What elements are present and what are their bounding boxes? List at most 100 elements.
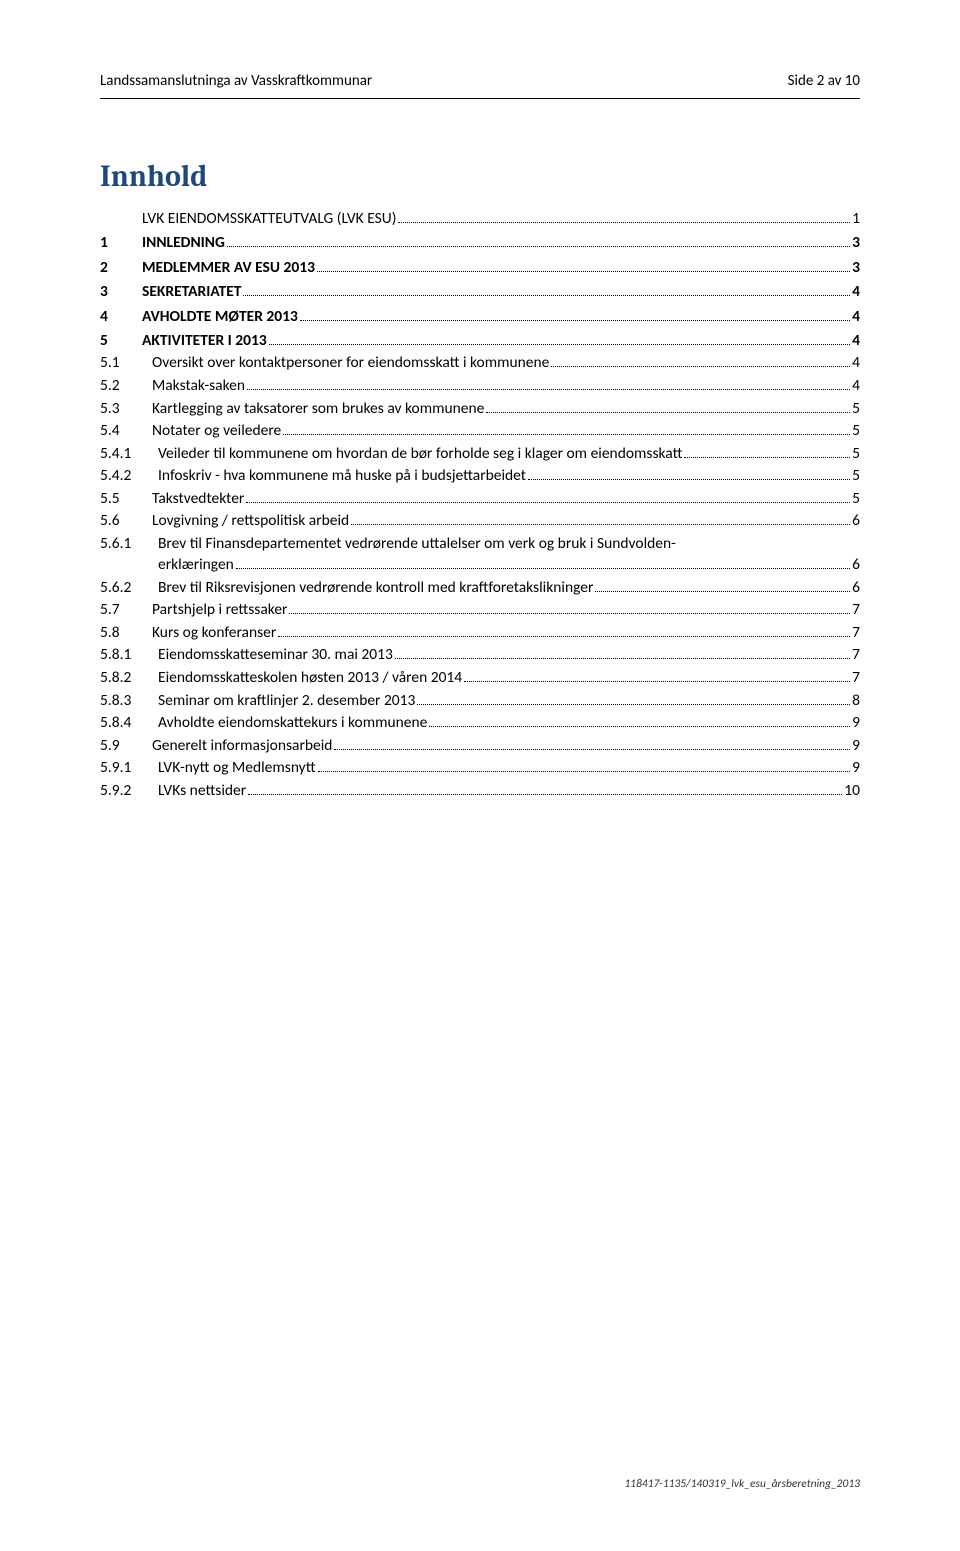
table-of-contents: LVK EIENDOMSSKATTEUTVALG (LVK ESU)11INNL… xyxy=(100,208,860,801)
toc-entry: 5.4.1Veileder til kommunene om hvordan d… xyxy=(100,443,860,464)
toc-text: Takstvedtekter xyxy=(152,488,244,509)
toc-leader xyxy=(551,366,850,367)
toc-leader xyxy=(300,320,850,321)
toc-leader xyxy=(429,726,850,727)
toc-page: 4 xyxy=(852,352,860,373)
toc-entry: 1INNLEDNING3 xyxy=(100,232,860,253)
toc-leader xyxy=(398,222,850,223)
toc-text: LVK-nytt og Medlemsnytt xyxy=(158,757,316,778)
toc-number: 5.8.2 xyxy=(100,667,158,688)
toc-entry: 5.8.4Avholdte eiendomskattekurs i kommun… xyxy=(100,712,860,733)
toc-text: MEDLEMMER AV ESU 2013 xyxy=(142,257,315,278)
toc-text: Seminar om kraftlinjer 2. desember 2013 xyxy=(158,690,415,711)
toc-number: 5.1 xyxy=(100,352,152,373)
toc-page: 5 xyxy=(852,443,860,464)
toc-number: 5.8.4 xyxy=(100,712,158,733)
page-footer: 118417-1135/140319_lvk_esu_årsberetning_… xyxy=(624,1477,860,1491)
toc-entry: 5AKTIVITETER I 2013 4 xyxy=(100,330,860,351)
toc-entry: 5.8.2Eiendomsskatteskolen høsten 2013 / … xyxy=(100,667,860,688)
toc-text: Kartlegging av taksatorer som brukes av … xyxy=(152,398,484,419)
toc-page: 6 xyxy=(852,554,860,575)
toc-number: 5.4 xyxy=(100,420,152,441)
toc-page: 4 xyxy=(852,330,860,351)
toc-text: LVK EIENDOMSSKATTEUTVALG (LVK ESU) xyxy=(142,208,396,229)
toc-number: 5.7 xyxy=(100,599,152,620)
toc-entry: 5.9.2LVKs nettsider10 xyxy=(100,780,860,801)
toc-leader xyxy=(395,658,850,659)
toc-number: 5.6 xyxy=(100,510,152,531)
toc-leader xyxy=(248,794,842,795)
toc-number: 5.3 xyxy=(100,398,152,419)
toc-entry: 5.5Takstvedtekter5 xyxy=(100,488,860,509)
toc-text: Infoskriv - hva kommunene må huske på i … xyxy=(158,465,526,486)
toc-text: LVKs nettsider xyxy=(158,780,246,801)
toc-page: 4 xyxy=(852,375,860,396)
toc-page: 9 xyxy=(852,712,860,733)
toc-entry: 5.3Kartlegging av taksatorer som brukes … xyxy=(100,398,860,419)
toc-entry: 5.8Kurs og konferanser7 xyxy=(100,622,860,643)
toc-text: Makstak-saken xyxy=(152,375,245,396)
toc-page: 9 xyxy=(852,735,860,756)
toc-number: 1 xyxy=(100,232,142,253)
toc-number: 5.6.2 xyxy=(100,577,158,598)
toc-page: 1 xyxy=(852,208,860,229)
header-right: Side 2 av 10 xyxy=(788,72,860,90)
toc-entry: 5.6.2Brev til Riksrevisjonen vedrørende … xyxy=(100,577,860,598)
toc-entry: 4AVHOLDTE MØTER 20134 xyxy=(100,306,860,327)
toc-entry: 3SEKRETARIATET4 xyxy=(100,281,860,302)
toc-entry: 5.6.1Brev til Finansdepartementet vedrør… xyxy=(100,533,860,576)
toc-text: erklæringen xyxy=(158,554,234,575)
toc-page: 4 xyxy=(852,281,860,302)
toc-number: 5.9 xyxy=(100,735,152,756)
toc-leader xyxy=(417,704,850,705)
toc-number: 2 xyxy=(100,257,142,278)
toc-entry: 5.1Oversikt over kontaktpersoner for eie… xyxy=(100,352,860,373)
toc-page: 5 xyxy=(852,488,860,509)
toc-entry: LVK EIENDOMSSKATTEUTVALG (LVK ESU) 1 xyxy=(100,208,860,229)
toc-leader xyxy=(269,344,850,345)
toc-number: 5.8.1 xyxy=(100,644,158,665)
toc-number: 4 xyxy=(100,306,142,327)
toc-page: 3 xyxy=(852,257,860,278)
toc-leader xyxy=(486,412,850,413)
toc-leader xyxy=(351,524,850,525)
toc-text: Generelt informasjonsarbeid xyxy=(152,735,332,756)
toc-page: 6 xyxy=(852,510,860,531)
toc-number: 5 xyxy=(100,330,142,351)
toc-number: 5.6.1 xyxy=(100,533,158,554)
toc-text: Partshjelp i rettssaker xyxy=(152,599,287,620)
toc-entry: 2MEDLEMMER AV ESU 2013 3 xyxy=(100,257,860,278)
toc-leader xyxy=(246,502,850,503)
toc-leader xyxy=(243,295,850,296)
toc-page: 9 xyxy=(852,757,860,778)
toc-title: Innhold xyxy=(100,159,860,194)
toc-page: 6 xyxy=(852,577,860,598)
toc-text: Kurs og konferanser xyxy=(152,622,276,643)
toc-entry: 5.7Partshjelp i rettssaker 7 xyxy=(100,599,860,620)
toc-page: 7 xyxy=(852,599,860,620)
toc-number: 5.9.1 xyxy=(100,757,158,778)
toc-page: 7 xyxy=(852,622,860,643)
toc-text: AVHOLDTE MØTER 2013 xyxy=(142,306,298,327)
toc-entry: 5.4.2Infoskriv - hva kommunene må huske … xyxy=(100,465,860,486)
toc-page: 5 xyxy=(852,420,860,441)
toc-text: AKTIVITETER I 2013 xyxy=(142,330,267,351)
toc-leader xyxy=(684,457,850,458)
toc-number: 5.8.3 xyxy=(100,690,158,711)
page-header: Landssamanslutninga av Vasskraftkommunar… xyxy=(100,72,860,90)
toc-page: 3 xyxy=(852,232,860,253)
toc-text: Lovgivning / rettspolitisk arbeid xyxy=(152,510,349,531)
toc-page: 10 xyxy=(844,780,860,801)
toc-entry: 5.9.1LVK-nytt og Medlemsnytt 9 xyxy=(100,757,860,778)
toc-text: Brev til Finansdepartementet vedrørende … xyxy=(158,533,676,554)
toc-text: Eiendomsskatteskolen høsten 2013 / våren… xyxy=(158,667,462,688)
toc-leader xyxy=(289,613,850,614)
toc-entry: 5.2Makstak-saken4 xyxy=(100,375,860,396)
toc-text: Avholdte eiendomskattekurs i kommunene xyxy=(158,712,427,733)
toc-leader xyxy=(278,636,850,637)
toc-leader xyxy=(283,434,850,435)
toc-leader xyxy=(334,749,850,750)
toc-text: Brev til Riksrevisjonen vedrørende kontr… xyxy=(158,577,593,598)
toc-leader xyxy=(236,568,850,569)
toc-page: 4 xyxy=(852,306,860,327)
